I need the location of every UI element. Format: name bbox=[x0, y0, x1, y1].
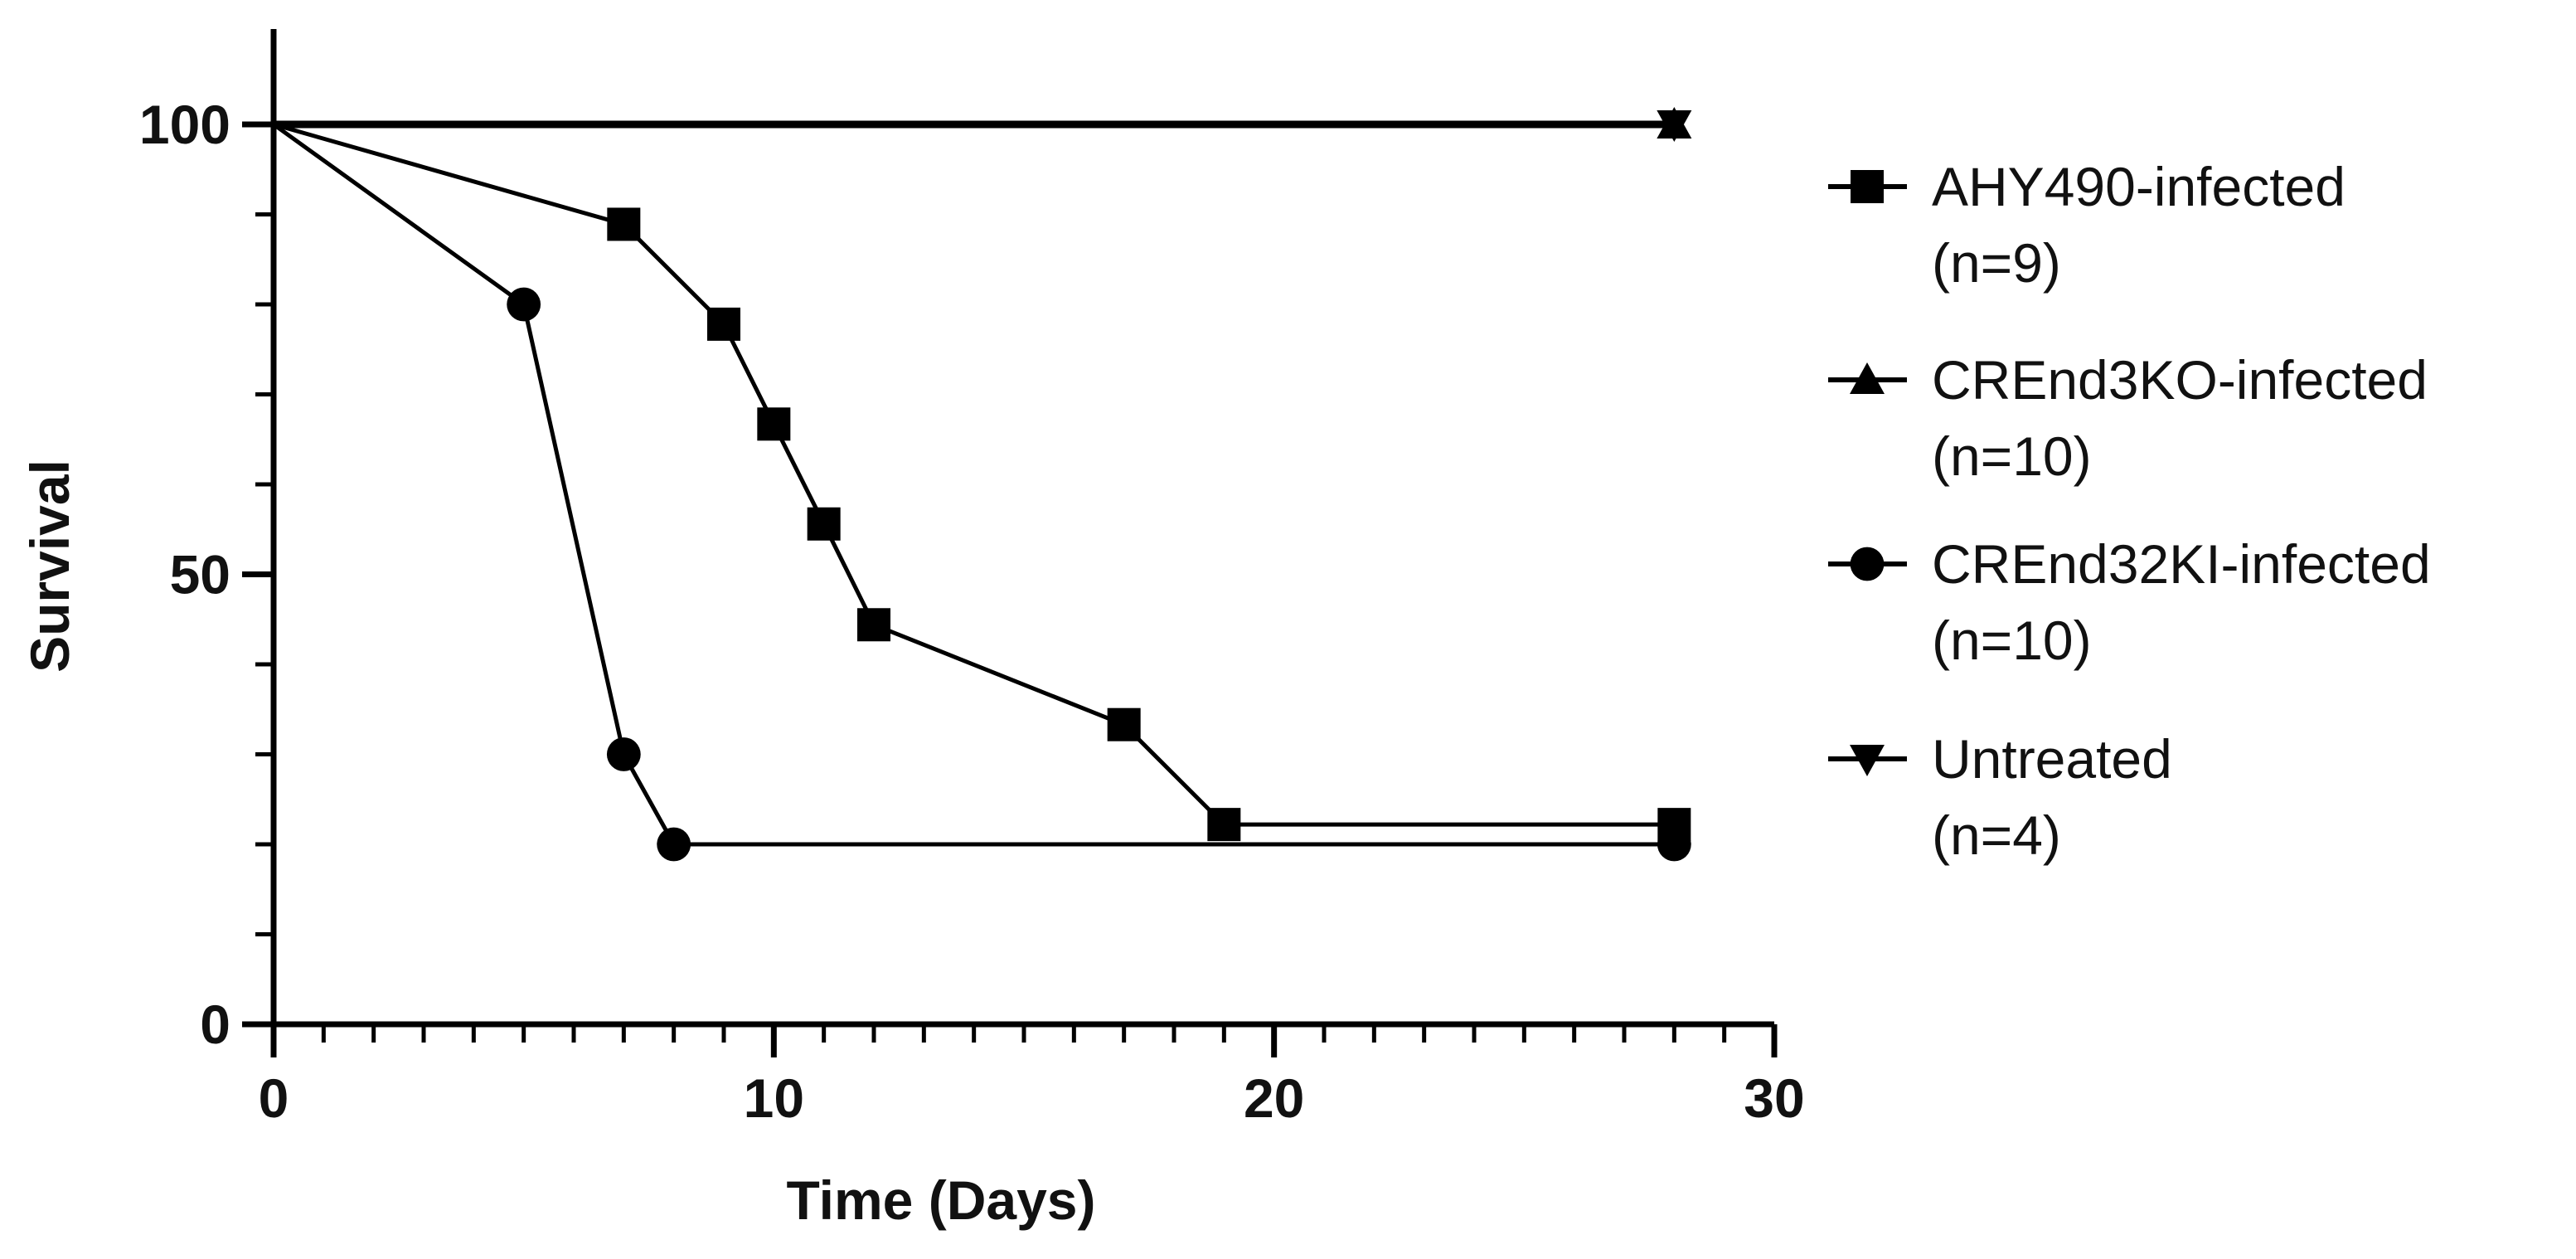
legend-n-label: (n=9) bbox=[1932, 232, 2061, 294]
x-axis-title: Time (Days) bbox=[787, 1169, 1096, 1231]
y-tick-label: 50 bbox=[170, 544, 230, 605]
data-point-square bbox=[607, 207, 641, 241]
series-triangle-down bbox=[274, 110, 1692, 142]
series-circle bbox=[272, 122, 1691, 862]
y-tick-label: 100 bbox=[139, 94, 230, 155]
legend-entry: Untreated (n=4) bbox=[1828, 728, 2172, 866]
x-tick-label: 0 bbox=[259, 1067, 289, 1129]
data-point-square bbox=[757, 407, 791, 441]
legend-marker-triangle-down bbox=[1850, 745, 1885, 776]
data-point-square bbox=[807, 507, 841, 541]
legend-marker-triangle-up bbox=[1850, 362, 1885, 394]
x-tick-label: 10 bbox=[744, 1067, 804, 1129]
plot-area bbox=[272, 107, 1692, 862]
legend-n-label: (n=10) bbox=[1932, 610, 2092, 671]
x-tick-label: 30 bbox=[1744, 1067, 1804, 1129]
data-point-triangle-down bbox=[1657, 110, 1692, 142]
axes: 0 50 100 0 10 20 30 Time (Days) Survival bbox=[19, 29, 1805, 1231]
series-square bbox=[273, 122, 1691, 842]
data-point-circle bbox=[507, 287, 541, 322]
data-point-square bbox=[707, 307, 740, 341]
y-axis-title: Survival bbox=[19, 459, 80, 673]
legend-marker-circle bbox=[1850, 547, 1885, 581]
data-point-square bbox=[857, 608, 890, 642]
legend-entry: AHY490-infected (n=9) bbox=[1828, 156, 2346, 294]
legend-n-label: (n=4) bbox=[1932, 804, 2061, 866]
data-point-circle bbox=[657, 827, 691, 862]
legend-marker-square bbox=[1851, 170, 1884, 203]
data-point-square bbox=[1207, 808, 1241, 842]
legend-n-label: (n=10) bbox=[1932, 425, 2092, 487]
series-line bbox=[272, 122, 1675, 847]
legend-label: Untreated bbox=[1932, 728, 2172, 790]
y-tick-label: 0 bbox=[200, 994, 230, 1055]
data-point-circle bbox=[606, 737, 641, 771]
data-point-circle bbox=[1657, 827, 1691, 862]
legend-entry: CREnd32KI-infected (n=10) bbox=[1828, 533, 2431, 671]
x-tick-label: 20 bbox=[1244, 1067, 1304, 1129]
series-line bbox=[273, 122, 1675, 827]
legend: AHY490-infected (n=9) CREnd3KO-infected (n=… bbox=[1828, 156, 2431, 866]
legend-label: CREnd32KI-infected bbox=[1932, 533, 2431, 595]
data-point-square bbox=[1107, 707, 1141, 741]
legend-entry: CREnd3KO-infected (n=10) bbox=[1828, 349, 2428, 487]
legend-label: CREnd3KO-infected bbox=[1932, 349, 2428, 411]
legend-label: AHY490-infected bbox=[1932, 156, 2346, 217]
